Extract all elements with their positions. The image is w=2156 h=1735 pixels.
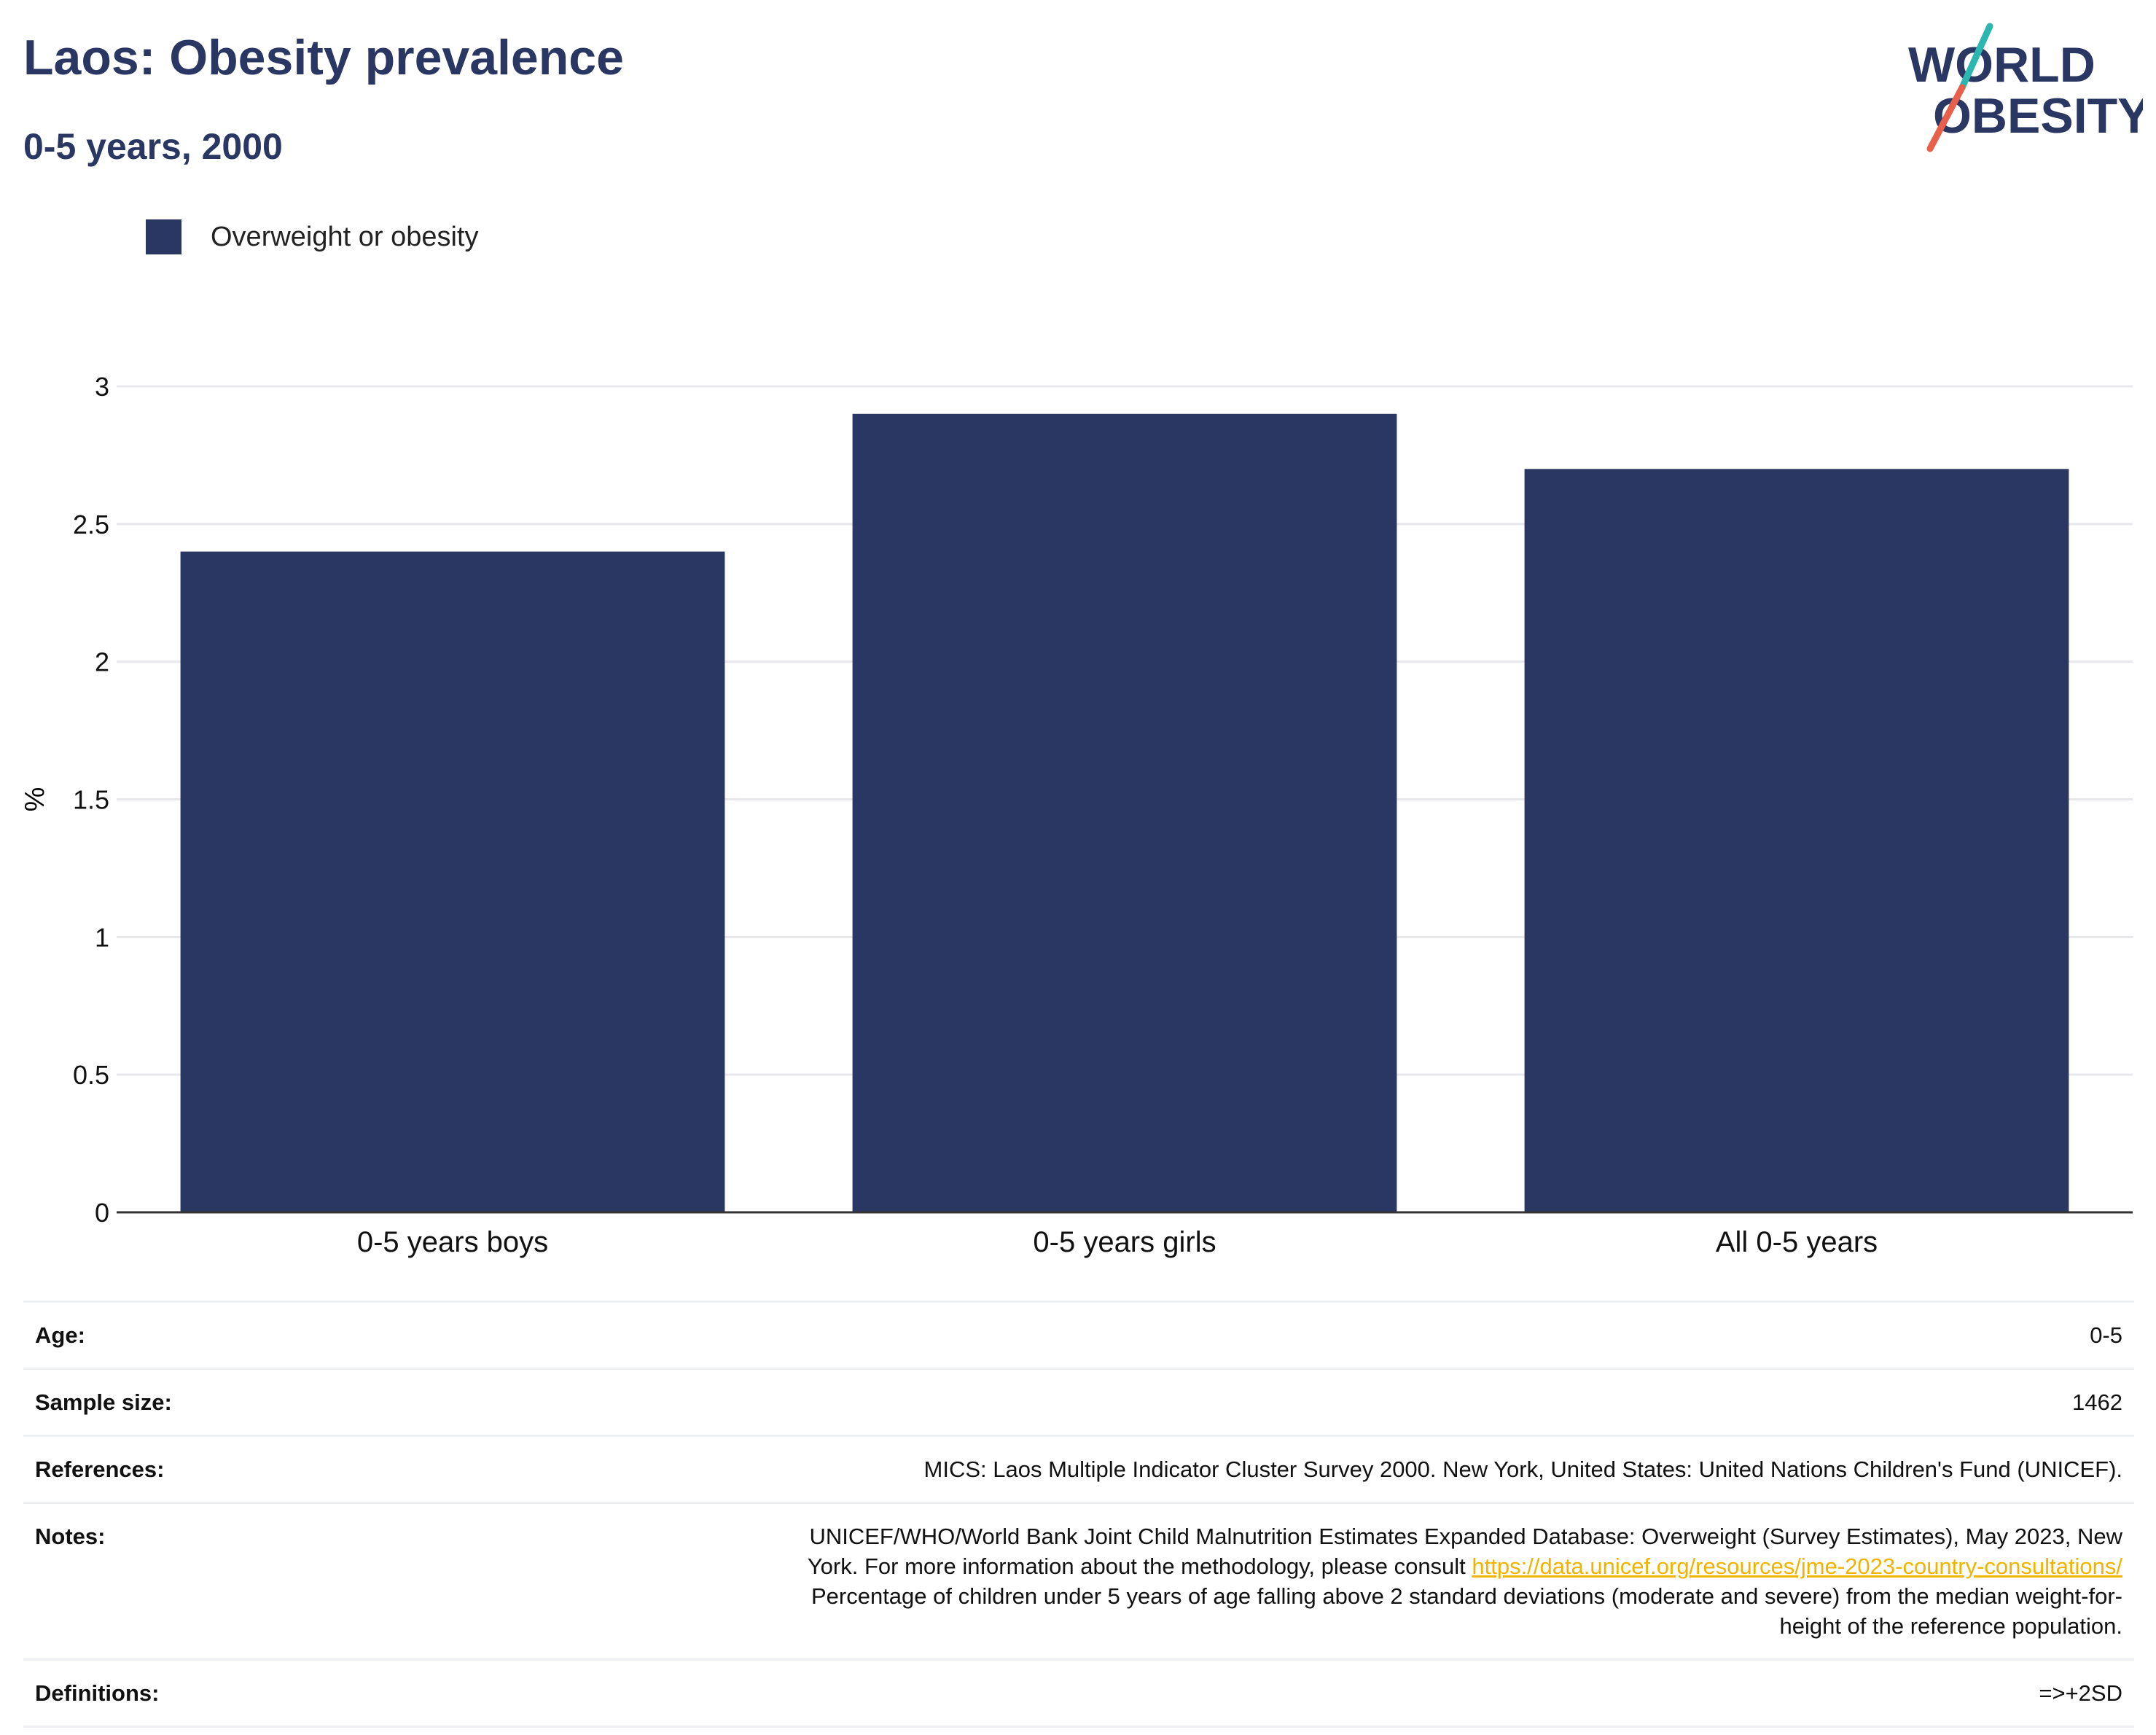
y-tick-label: 1	[95, 922, 109, 952]
info-row-notes: Notes: UNICEF/WHO/World Bank Joint Child…	[23, 1502, 2134, 1660]
bar[interactable]	[1524, 469, 2069, 1212]
age-value: 0-5	[2090, 1322, 2122, 1348]
info-row-sample-size: Sample size: 1462	[23, 1368, 2134, 1436]
y-axis-ticks: 0 0.5 1 1.5 2 2.5 3	[73, 372, 109, 1228]
y-tick-label: 3	[95, 372, 109, 402]
definitions-value: =>+2SD	[2039, 1680, 2122, 1706]
x-tick-label: 0-5 years boys	[357, 1226, 548, 1258]
x-tick-label: 0-5 years girls	[1033, 1226, 1216, 1258]
notes-line2-text: York. For more information about the met…	[807, 1553, 1472, 1579]
logo-line2: OBESITY	[1933, 88, 2143, 144]
notes-line2: York. For more information about the met…	[321, 1551, 2122, 1581]
notes-label: Notes:	[35, 1524, 106, 1549]
y-axis-label: %	[20, 787, 50, 812]
notes-line3: Percentage of children under 5 years of …	[811, 1583, 2122, 1609]
bar[interactable]	[180, 551, 725, 1212]
world-obesity-logo[interactable]: WORLD OBESITY	[1902, 20, 2143, 159]
y-tick-label: 1.5	[73, 785, 109, 815]
legend: Overweight or obesity	[146, 219, 479, 255]
legend-swatch[interactable]	[146, 219, 181, 254]
definitions-label: Definitions:	[35, 1680, 160, 1706]
legend-label: Overweight or obesity	[211, 221, 479, 252]
bar[interactable]	[852, 413, 1397, 1213]
chart-title: Laos: Obesity prevalence	[23, 30, 624, 85]
y-tick-label: 2	[95, 647, 109, 677]
bars	[180, 413, 2069, 1213]
methodology-link[interactable]: https://data.unicef.org/resources/jme-20…	[1472, 1553, 2122, 1579]
logo-slash-coral	[1926, 84, 1966, 152]
sample-size-label: Sample size:	[35, 1389, 172, 1415]
x-tick-label: All 0-5 years	[1716, 1226, 1878, 1258]
logo-slash-teal	[1958, 23, 1993, 91]
y-tick-label: 0.5	[73, 1060, 109, 1090]
info-table: Age: 0-5 Sample size: 1462 References: M…	[23, 1301, 2134, 1728]
y-tick-label: 2.5	[73, 510, 109, 539]
references-label: References:	[35, 1457, 165, 1482]
info-row-references: References: MICS: Laos Multiple Indicato…	[23, 1435, 2134, 1503]
y-tick-label: 0	[95, 1198, 109, 1228]
info-row-definitions: Definitions: =>+2SD	[23, 1659, 2134, 1727]
notes-value: UNICEF/WHO/World Bank Joint Child Malnut…	[309, 1503, 2134, 1660]
chart-subtitle: 0-5 years, 2000	[23, 126, 283, 167]
bar-chart: 0 0.5 1 1.5 2 2.5 3 0-5 years boys 0-5 years gi…	[20, 372, 2133, 1258]
sample-size-value: 1462	[2072, 1389, 2122, 1415]
info-row-age: Age: 0-5	[23, 1301, 2134, 1369]
x-axis-ticks: 0-5 years boys 0-5 years girls All 0-5 yea…	[357, 1226, 1878, 1258]
notes-line4: height of the reference population.	[1779, 1613, 2122, 1639]
age-label: Age:	[35, 1322, 85, 1348]
logo-line1: WORLD	[1908, 37, 2096, 93]
notes-line1: UNICEF/WHO/World Bank Joint Child Malnut…	[809, 1524, 2122, 1549]
references-value: MICS: Laos Multiple Indicator Cluster Su…	[923, 1457, 2122, 1482]
